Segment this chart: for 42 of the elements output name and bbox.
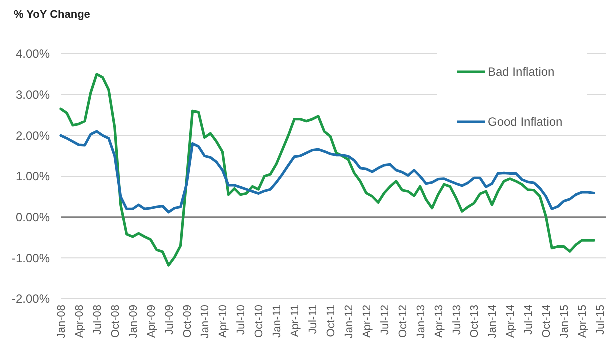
x-tick-label: Apr-10	[218, 305, 230, 338]
x-tick-label: Oct-11	[326, 305, 338, 338]
y-tick-label: 0.00%	[16, 210, 50, 225]
legend-label: Good Inflation	[488, 115, 563, 130]
y-tick-label: 3.00%	[16, 88, 50, 102]
y-tick-label: 1.00%	[16, 170, 50, 184]
x-tick-label: Jul-13	[451, 305, 464, 335]
x-tick-label: Jan-13	[415, 305, 428, 339]
x-tick-label: Apr-14	[505, 305, 518, 338]
x-tick-label: Jan-12	[343, 305, 356, 339]
y-tick-label: 2.00%	[16, 128, 50, 143]
x-tick-label: Jul-11	[308, 305, 320, 334]
x-tick-label: Jan-09	[128, 305, 140, 339]
x-tick-label: Jan-10	[200, 305, 212, 339]
x-tick-label: Jan-11	[272, 305, 284, 338]
x-tick-label: Jul-10	[236, 305, 248, 335]
y-axis-title: % YoY Change	[14, 9, 90, 21]
x-tick-label: Jul-14	[523, 305, 536, 335]
x-tick-label: Oct-10	[254, 305, 266, 338]
x-tick-label: Apr-09	[146, 305, 158, 338]
x-tick-label: Jan-14	[487, 305, 500, 339]
x-tick-label: Jul-15	[595, 305, 607, 335]
x-tick-label: Oct-13	[469, 305, 482, 338]
x-tick-label: Apr-15	[577, 305, 590, 338]
x-tick-label: Oct-09	[182, 305, 194, 338]
x-tick-label: Apr-08	[74, 305, 86, 338]
x-tick-label: Apr-12	[361, 305, 374, 338]
x-tick-label: Jan-15	[559, 305, 572, 339]
x-tick-label: Oct-08	[110, 305, 122, 338]
x-tick-label: Oct-14	[541, 305, 554, 338]
x-tick-label: Jul-12	[379, 305, 392, 335]
x-tick-label: Jul-09	[164, 305, 176, 335]
x-tick-label: Jan-08	[56, 305, 68, 339]
line-series	[60, 130, 596, 214]
x-tick-label: Jul-08	[92, 305, 104, 335]
x-tick-label: Oct-12	[397, 305, 410, 338]
y-tick-label: -1.00%	[12, 251, 50, 266]
legend-label: Bad Inflation	[488, 65, 555, 80]
x-tick-label: Apr-11	[290, 305, 302, 338]
y-tick-label: 4.00%	[16, 47, 50, 62]
x-tick-label: Apr-13	[433, 305, 446, 338]
y-tick-label: -2.00%	[12, 292, 50, 306]
